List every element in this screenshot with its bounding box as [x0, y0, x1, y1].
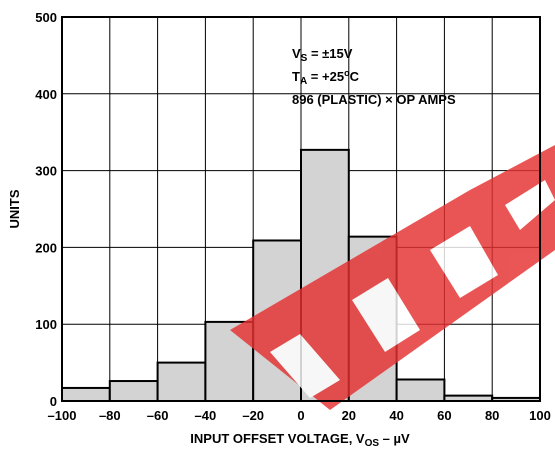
y-tick-label-0: 0: [50, 394, 57, 409]
supply-voltage-label: VS = ±15V: [292, 46, 353, 64]
plot-frame: [61, 16, 541, 402]
y-tick-label-2: 200: [35, 240, 57, 255]
x-tick-label-6: 20: [342, 408, 356, 423]
x-tick-labels: –100 –80 –60 –40 –20 0 20 40 60 80 100: [48, 408, 551, 423]
ambient-temperature-label: TA = +25oC: [292, 68, 360, 87]
histogram-bar-2: [156, 361, 207, 403]
histogram-bar-1: [108, 380, 159, 403]
x-tick-label-3: –40: [195, 408, 217, 423]
y-tick-label-3: 300: [35, 164, 57, 179]
x-tick-label-4: –20: [242, 408, 264, 423]
x-tick-label-1: –80: [99, 408, 121, 423]
y-tick-labels: 0 100 200 300 400 500: [35, 10, 57, 409]
x-tick-label-10: 100: [529, 408, 551, 423]
y-tick-label-1: 100: [35, 317, 57, 332]
x-tick-label-2: –60: [147, 408, 169, 423]
y-tick-label-4: 400: [35, 87, 57, 102]
y-axis-title: UNITS: [7, 189, 22, 228]
conditions-annotation: VS = ±15V TA = +25oC 896 (PLASTIC) × OP …: [292, 46, 456, 107]
histogram-bar-0: [61, 386, 111, 402]
x-tick-label-7: 40: [389, 408, 403, 423]
x-tick-label-0: –100: [48, 408, 77, 423]
x-axis-title: INPUT OFFSET VOLTAGE, VOS – µV: [190, 431, 410, 449]
watermark-logo: [230, 145, 555, 410]
x-tick-label-9: 80: [485, 408, 499, 423]
sample-count-label: 896 (PLASTIC) × OP AMPS: [292, 92, 456, 107]
histogram-bar-7: [395, 378, 446, 403]
y-tick-label-5: 500: [35, 10, 57, 25]
x-tick-label-8: 60: [437, 408, 451, 423]
x-tick-label-5: 0: [297, 408, 304, 423]
